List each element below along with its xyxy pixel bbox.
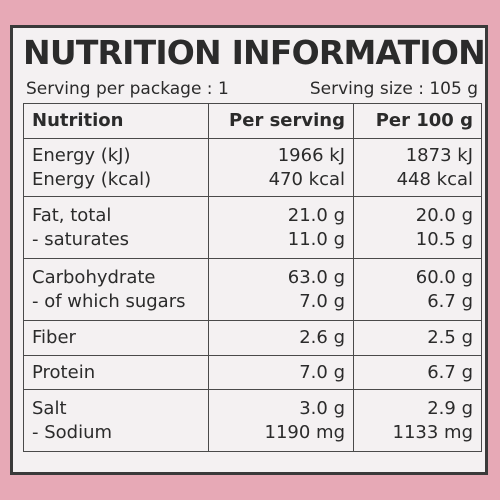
nutrient-name: Salt — [32, 397, 67, 419]
per-serving-cell: 63.0 g 7.0 g — [208, 258, 354, 321]
nutrient-name: Energy (kcal) — [32, 168, 152, 190]
table-row-protein: Protein 7.0 g 6.7 g — [23, 355, 482, 390]
nutrient-name: Energy (kJ) — [32, 144, 131, 166]
per-serving-cell: 1966 kJ 470 kcal — [208, 138, 354, 197]
nutrient-name: - Sodium — [32, 421, 113, 443]
per-serving-value: 21.0 g — [287, 204, 345, 226]
table-row-fat: Fat, total - saturates 21.0 g 11.0 g 20.… — [23, 196, 482, 259]
column-header-per-100g: Per 100 g — [353, 103, 482, 139]
per-100g-value: 2.9 g — [427, 397, 473, 419]
table-header-row: Nutrition Per serving Per 100 g — [23, 103, 482, 139]
nutrient-name-cell: Salt - Sodium — [23, 389, 209, 452]
per-100g-cell: 20.0 g 10.5 g — [353, 196, 482, 259]
per-100g-value: 6.7 g — [427, 361, 473, 383]
nutrient-name-cell: Fiber — [23, 320, 209, 356]
per-100g-cell: 2.5 g — [353, 320, 482, 356]
serving-size: Serving size : 105 g — [309, 79, 478, 99]
per-100g-cell: 6.7 g — [353, 355, 482, 390]
per-serving-value: 63.0 g — [287, 266, 345, 288]
per-100g-value: 60.0 g — [415, 266, 473, 288]
per-100g-value: 1873 kJ — [405, 144, 473, 166]
nutrient-name: Fiber — [32, 327, 76, 348]
column-header-per-serving: Per serving — [208, 103, 354, 139]
column-header-nutrition: Nutrition — [23, 103, 209, 139]
per-serving-value: 1966 kJ — [277, 144, 345, 166]
per-serving-value: 2.6 g — [299, 327, 345, 348]
per-100g-value: 448 kcal — [396, 168, 473, 190]
per-serving-value: 11.0 g — [287, 228, 345, 250]
per-100g-value: 6.7 g — [427, 290, 473, 312]
nutrient-name-cell: Fat, total - saturates — [23, 196, 209, 259]
per-100g-value: 1133 mg — [392, 421, 474, 443]
per-serving-cell: 3.0 g 1190 mg — [208, 389, 354, 452]
serving-per-package: Serving per package : 1 — [26, 79, 229, 99]
nutrition-table: Nutrition Per serving Per 100 g Energy (… — [23, 103, 482, 452]
nutrient-name: Fat, total — [32, 204, 112, 226]
per-serving-value: 470 kcal — [268, 168, 345, 190]
per-100g-value: 2.5 g — [427, 327, 473, 348]
per-serving-cell: 7.0 g — [208, 355, 354, 390]
per-serving-value: 3.0 g — [299, 397, 345, 419]
nutrient-name: Carbohydrate — [32, 266, 156, 288]
per-100g-cell: 1873 kJ 448 kcal — [353, 138, 482, 197]
table-row-energy: Energy (kJ) Energy (kcal) 1966 kJ 470 kc… — [23, 138, 482, 197]
per-serving-cell: 2.6 g — [208, 320, 354, 356]
per-100g-cell: 2.9 g 1133 mg — [353, 389, 482, 452]
nutrient-name: - saturates — [32, 228, 130, 250]
nutrient-name-cell: Carbohydrate - of which sugars — [23, 258, 209, 321]
page-title: NUTRITION INFORMATION — [23, 33, 486, 72]
table-row-fiber: Fiber 2.6 g 2.5 g — [23, 320, 482, 356]
per-serving-cell: 21.0 g 11.0 g — [208, 196, 354, 259]
serving-info: Serving per package : 1 Serving size : 1… — [26, 78, 478, 100]
per-serving-value: 7.0 g — [299, 361, 345, 383]
per-100g-value: 10.5 g — [415, 228, 473, 250]
nutrient-name: Protein — [32, 361, 96, 383]
per-100g-value: 20.0 g — [415, 204, 473, 226]
per-serving-value: 7.0 g — [299, 290, 345, 312]
per-serving-value: 1190 mg — [264, 421, 346, 443]
nutrient-name-cell: Protein — [23, 355, 209, 390]
per-100g-cell: 60.0 g 6.7 g — [353, 258, 482, 321]
nutrient-name: - of which sugars — [32, 290, 186, 312]
table-row-carbohydrate: Carbohydrate - of which sugars 63.0 g 7.… — [23, 258, 482, 321]
table-row-salt: Salt - Sodium 3.0 g 1190 mg 2.9 g 1133 m… — [23, 389, 482, 452]
nutrient-name-cell: Energy (kJ) Energy (kcal) — [23, 138, 209, 197]
nutrition-label: NUTRITION INFORMATION Serving per packag… — [10, 25, 488, 475]
